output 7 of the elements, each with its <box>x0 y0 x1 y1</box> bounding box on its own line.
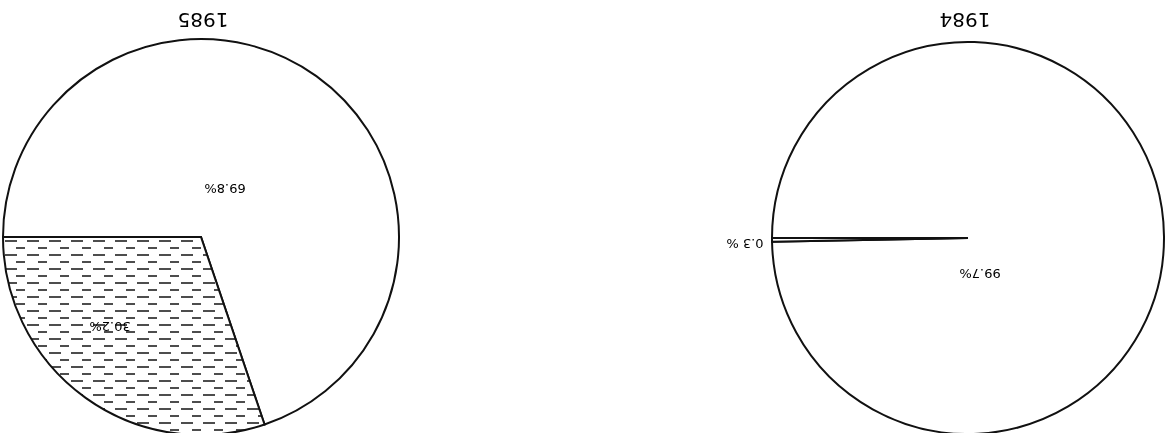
pie-slice <box>771 41 1165 433</box>
data-label: 69.8% <box>204 180 246 196</box>
data-label: 0.3 % <box>726 235 764 251</box>
chart-title: 1984 <box>939 7 991 32</box>
data-label: 30.2% <box>89 318 131 334</box>
chart-title: 1985 <box>177 7 229 32</box>
data-label: 99.7% <box>959 265 1001 281</box>
